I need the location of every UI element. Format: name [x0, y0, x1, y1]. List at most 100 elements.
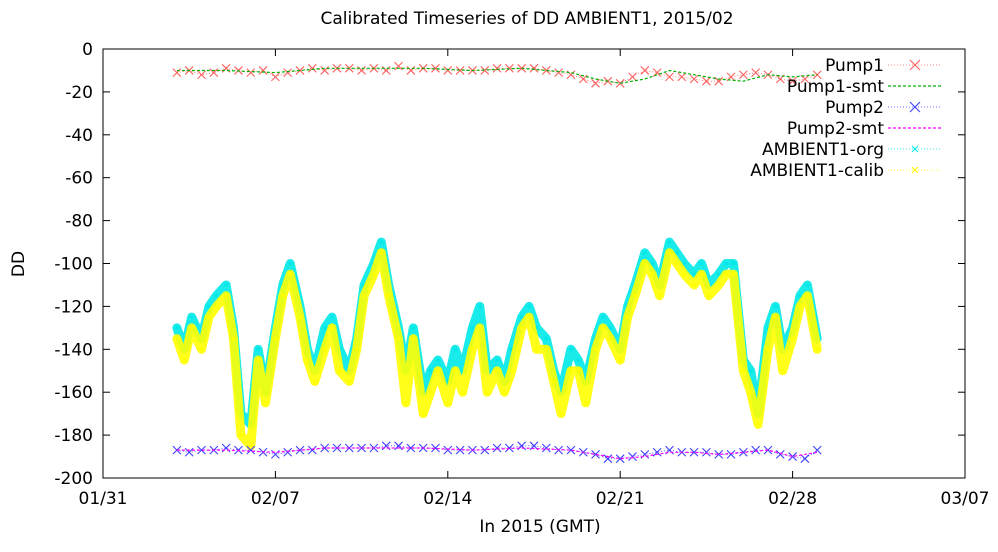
legend-label: Pump2 — [825, 98, 884, 118]
data-point — [692, 283, 697, 287]
data-point — [495, 358, 500, 362]
data-point — [633, 293, 637, 298]
data-point — [628, 452, 637, 461]
data-point — [209, 68, 219, 77]
data-point — [544, 347, 549, 352]
data-point — [716, 272, 721, 277]
data-point — [642, 261, 647, 266]
data-point — [741, 368, 746, 373]
data-point — [172, 445, 182, 455]
data-point — [714, 450, 724, 459]
data-point — [305, 358, 310, 362]
data-point — [731, 272, 736, 277]
data-point — [551, 379, 556, 384]
data-point — [608, 325, 613, 330]
data-point — [667, 240, 672, 245]
data-point — [541, 443, 551, 453]
data-point — [403, 400, 408, 405]
data-point — [379, 250, 384, 255]
data-point — [246, 68, 256, 77]
data-point — [509, 368, 514, 373]
data-point — [699, 272, 704, 277]
y-tick-label: -100 — [54, 255, 93, 275]
data-point — [354, 347, 359, 352]
data-point — [470, 347, 475, 352]
data-point — [455, 66, 465, 75]
data-point — [601, 315, 605, 320]
data-point — [206, 304, 211, 309]
legend-swatch-marker — [909, 59, 921, 71]
data-point — [527, 304, 532, 309]
data-point — [394, 441, 403, 451]
data-point — [798, 304, 802, 309]
data-point — [738, 447, 748, 457]
legend-label: AMBIENT1-org — [762, 140, 884, 160]
data-point — [756, 422, 761, 427]
data-point — [773, 304, 778, 309]
data-point — [544, 336, 549, 341]
axis-ticks: 0 -20 -40 -60 -80 -100 -120 -140 -160 -180 -20001/… — [54, 40, 989, 509]
data-point — [566, 445, 576, 455]
data-point — [322, 347, 327, 352]
data-point — [189, 315, 194, 320]
data-point — [206, 315, 211, 320]
x-axis-label: In 2015 (GMT) — [479, 517, 600, 537]
data-point — [322, 325, 327, 330]
data-point — [362, 293, 367, 298]
data-point — [724, 261, 729, 266]
data-point — [583, 400, 588, 405]
data-point — [677, 72, 687, 82]
data-point — [330, 325, 334, 330]
data-point — [788, 452, 797, 461]
data-point — [615, 454, 625, 464]
data-point — [197, 70, 206, 80]
data-point — [674, 250, 679, 255]
data-point — [568, 368, 573, 373]
data-point — [288, 261, 293, 266]
data-point — [674, 261, 679, 266]
y-tick-label: -40 — [65, 126, 93, 146]
data-point — [716, 283, 721, 287]
data-point — [477, 325, 482, 330]
data-point — [246, 445, 256, 455]
data-point — [815, 347, 820, 352]
data-point — [657, 293, 662, 298]
data-point — [307, 63, 317, 73]
data-point — [428, 390, 433, 395]
data-point — [224, 283, 229, 287]
data-point — [591, 450, 600, 459]
legend-label: Pump1-smt — [787, 77, 884, 97]
data-point — [805, 283, 810, 287]
data-point — [800, 454, 810, 464]
data-point — [312, 379, 317, 384]
data-point — [435, 358, 440, 362]
data-point — [431, 443, 440, 453]
legend-label: Pump2-smt — [787, 119, 884, 139]
data-point — [214, 293, 219, 298]
data-point — [751, 445, 761, 455]
data-point — [443, 66, 453, 75]
data-point — [576, 368, 581, 373]
legend-swatch-marker — [911, 166, 919, 174]
data-point — [485, 390, 490, 395]
data-point — [379, 240, 384, 245]
data-point — [214, 304, 219, 309]
x-tick-label: 01/31 — [79, 489, 128, 509]
data-point — [775, 450, 785, 459]
series-pump1 — [172, 61, 822, 88]
y-tick-label: -140 — [54, 340, 93, 360]
y-tick-label: -180 — [54, 426, 93, 446]
data-point — [258, 66, 268, 75]
legend-label: AMBIENT1-calib — [750, 161, 884, 181]
data-point — [248, 443, 253, 448]
data-point — [689, 74, 699, 84]
data-point — [554, 68, 564, 77]
data-point — [502, 390, 507, 395]
x-tick-label: 02/07 — [251, 489, 300, 509]
data-point — [529, 63, 539, 73]
data-point — [534, 347, 539, 352]
data-point — [492, 63, 502, 73]
data-point — [197, 445, 206, 455]
data-point — [665, 72, 674, 82]
